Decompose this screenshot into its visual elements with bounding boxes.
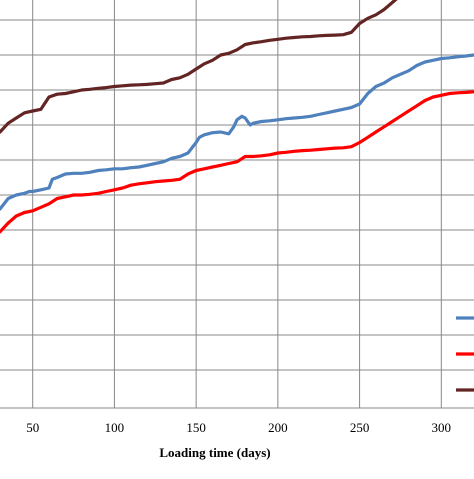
series-line-2: [0, 90, 474, 234]
grid: [0, 0, 474, 409]
x-tick-label: 250: [350, 420, 370, 435]
series-line-1: [0, 53, 474, 211]
x-tick-label: 300: [432, 420, 452, 435]
x-tick-label: 100: [105, 420, 125, 435]
x-tick-label: 200: [268, 420, 288, 435]
legend: [456, 316, 474, 392]
series-line-3: [0, 0, 398, 134]
x-tick-label: 150: [186, 420, 206, 435]
x-axis-title: Loading time (days): [159, 445, 270, 460]
x-axis-ticks: 50 100 150 200 250 300: [26, 420, 451, 435]
series-layer: [0, 0, 474, 234]
x-tick-label: 50: [26, 420, 39, 435]
